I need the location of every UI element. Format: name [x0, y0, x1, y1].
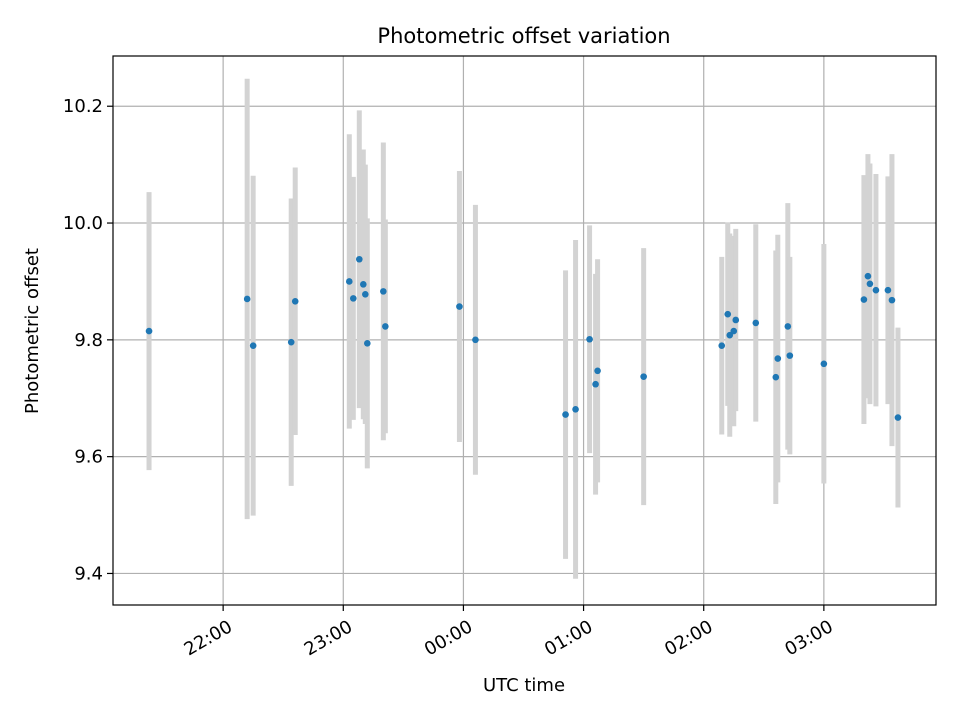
data-point [732, 316, 740, 324]
data-point [752, 319, 760, 327]
data-point [726, 331, 734, 339]
data-point [592, 380, 599, 388]
y-tick-label: 10.2 [63, 96, 103, 117]
data-point [364, 340, 371, 347]
data-point [380, 288, 387, 295]
data-point [362, 290, 369, 298]
y-tick-label: 9.4 [74, 563, 103, 584]
data-point [718, 342, 726, 349]
data-point [243, 295, 251, 303]
y-tick-label: 10.0 [63, 213, 103, 234]
data-point [382, 323, 389, 330]
data-point [864, 272, 872, 280]
data-point [562, 411, 569, 418]
data-point [345, 278, 353, 285]
data-point [772, 373, 780, 381]
y-axis-label: Photometric offset [22, 248, 43, 414]
chart-title: Photometric offset variation [377, 24, 670, 48]
data-point [820, 360, 828, 368]
data-point [640, 373, 647, 380]
data-point [287, 338, 295, 346]
data-point [730, 327, 738, 335]
data-point [249, 342, 257, 349]
data-point [866, 280, 874, 288]
data-point [594, 367, 601, 375]
data-point [888, 296, 896, 304]
data-point [586, 335, 593, 343]
data-point [145, 327, 153, 335]
x-axis-label: UTC time [483, 675, 565, 696]
y-tick-label: 9.6 [74, 447, 103, 468]
data-point [872, 286, 880, 294]
data-point [572, 406, 579, 413]
y-tick-label: 9.8 [74, 330, 103, 351]
data-point [786, 352, 794, 359]
data-point [894, 414, 902, 421]
data-point [456, 303, 463, 310]
plot-frame [112, 55, 937, 606]
data-point [472, 336, 479, 344]
data-point [884, 286, 892, 294]
data-point [355, 255, 363, 263]
data-point [860, 296, 868, 303]
data-point [291, 297, 299, 305]
data-point [349, 295, 357, 302]
y-axis: 9.4 9.6 9.8 10.0 10.2 [63, 96, 113, 584]
data-point [360, 281, 367, 288]
data-point [784, 323, 792, 330]
data-points [145, 255, 902, 421]
data-point [774, 355, 782, 362]
data-point [724, 310, 732, 318]
